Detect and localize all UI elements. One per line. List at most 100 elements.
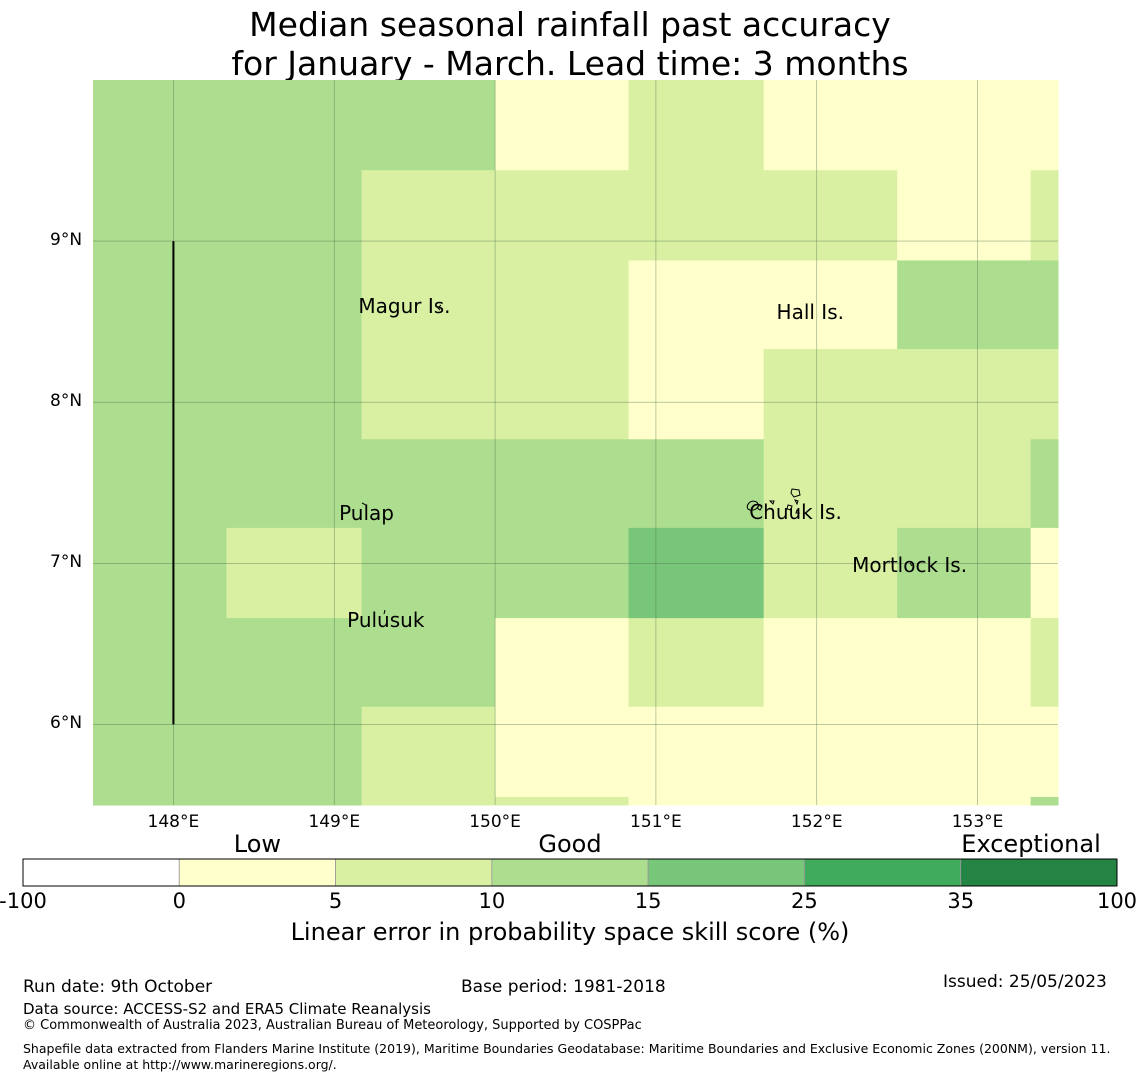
grid-cell: [93, 80, 227, 171]
grid-cell: [361, 260, 496, 350]
grid-cell: [628, 439, 765, 529]
chart-title-line-1: Median seasonal rainfall past accuracy: [249, 5, 891, 44]
colorbar-tick: 0: [172, 889, 186, 913]
longitude-label: 152°E: [790, 812, 843, 832]
colorbar-bin: [491, 858, 649, 887]
issued-date: Issued: 25/05/2023: [943, 972, 1107, 992]
grid-cell: [361, 170, 496, 261]
island-outline: [790, 488, 801, 498]
grid-cell: [93, 796, 227, 806]
grid-cell: [93, 260, 227, 350]
grid-cell: [495, 706, 630, 798]
grid-cell: [495, 527, 630, 619]
latitude-label: 9°N: [50, 230, 83, 251]
grid-cell: [226, 796, 363, 806]
colorbar-bin: [804, 858, 962, 887]
island-outline: [756, 504, 763, 511]
data-source: Data source: ACCESS-S2 and ERA5 Climate …: [23, 1000, 431, 1018]
grid-cell: [226, 527, 363, 619]
grid-cell: [361, 80, 496, 171]
copyright: © Commonwealth of Australia 2023, Austra…: [23, 1018, 642, 1033]
grid-cell: [93, 527, 227, 619]
grid-cell: [1030, 260, 1059, 350]
grid-cell: [628, 170, 765, 261]
place-label: Mortlock Is.: [852, 552, 968, 577]
grid-cell: [897, 260, 1032, 350]
longitude-label: 150°E: [469, 812, 521, 832]
place-label: Pulusuk: [347, 607, 425, 632]
grid-cell: [226, 80, 363, 171]
colorbar-tick: 15: [634, 889, 662, 913]
island-outline: [794, 499, 799, 506]
island-outline: [361, 502, 367, 507]
grid-cell: [763, 260, 898, 350]
grid-cell: [93, 439, 227, 529]
colorbar-tick: 5: [328, 889, 343, 913]
grid-cell: [1030, 527, 1059, 619]
grid-cell: [495, 349, 630, 440]
colorbar-tick: 100: [1096, 889, 1138, 913]
grid-cell: [361, 439, 496, 529]
legend-category: Exceptional: [961, 830, 1101, 858]
island-outline: [746, 500, 759, 511]
grid-cell: [1030, 618, 1059, 708]
colorbar-frame: [22, 858, 1118, 887]
grid-cell: [897, 527, 1032, 619]
island-outlines: [361, 304, 913, 615]
grid-cell: [763, 80, 898, 171]
grid-cell: [897, 80, 1032, 171]
island-outline: [909, 562, 913, 567]
island-outline: [383, 609, 386, 615]
colorbar-bin: [178, 858, 336, 887]
longitude-label: 151°E: [630, 812, 682, 832]
grid-cell: [93, 706, 227, 798]
grid-cell: [763, 706, 898, 798]
grid-cell: [628, 527, 765, 619]
place-label: Chuuk Is.: [749, 499, 842, 524]
grid-cell: [1030, 706, 1059, 798]
longitude-label: 148°E: [147, 812, 200, 832]
grid-cell: [361, 796, 496, 806]
grid-cell: [226, 170, 363, 261]
grid-cell: [1030, 170, 1059, 261]
grid-cell: [226, 349, 363, 440]
grid-cell: [1030, 80, 1059, 171]
chart-title-line-2: for January - March. Lead time: 3 months: [231, 44, 909, 83]
colorbar-tick: 25: [791, 889, 818, 913]
grid-cell: [763, 170, 898, 261]
colorbar-bin: [647, 858, 805, 887]
grid-cell: [628, 706, 765, 798]
colorbar-bin: [335, 858, 493, 887]
island-outline: [795, 508, 800, 514]
grid-cell: [628, 349, 765, 440]
colorbar-tick: 35: [947, 889, 975, 913]
grid-cell: [897, 796, 1032, 806]
grid-cell: [1030, 796, 1059, 806]
base-period: Base period: 1981-2018: [461, 977, 666, 997]
run-date: Run date: 9th October: [23, 977, 213, 997]
colorbar-bin: [960, 858, 1118, 887]
grid-cell: [763, 527, 898, 619]
skill-grid-cells: [93, 80, 1059, 806]
skill-score-map: [93, 80, 1059, 806]
grid-cell: [1030, 349, 1059, 440]
place-label: Magur Is.: [358, 293, 451, 318]
grid-cell: [93, 618, 227, 708]
grid-cell: [226, 260, 363, 350]
grid-cell: [361, 349, 496, 440]
grid-cell: [93, 349, 227, 440]
longitude-label: 153°E: [951, 812, 1004, 832]
grid-cell: [897, 706, 1032, 798]
grid-cell: [628, 618, 765, 708]
grid-cell: [628, 796, 765, 806]
place-label: Hall Is.: [776, 300, 844, 324]
latitude-label: 7°N: [50, 552, 83, 573]
grid-cell: [763, 349, 898, 440]
grid-cell: [897, 618, 1032, 708]
grid-cell: [495, 80, 630, 171]
grid-cell: [495, 618, 630, 708]
longitude-label: 149°E: [308, 812, 361, 832]
grid-cell: [361, 706, 496, 798]
island-outline: [437, 304, 442, 311]
latitude-label: 8°N: [50, 391, 83, 412]
